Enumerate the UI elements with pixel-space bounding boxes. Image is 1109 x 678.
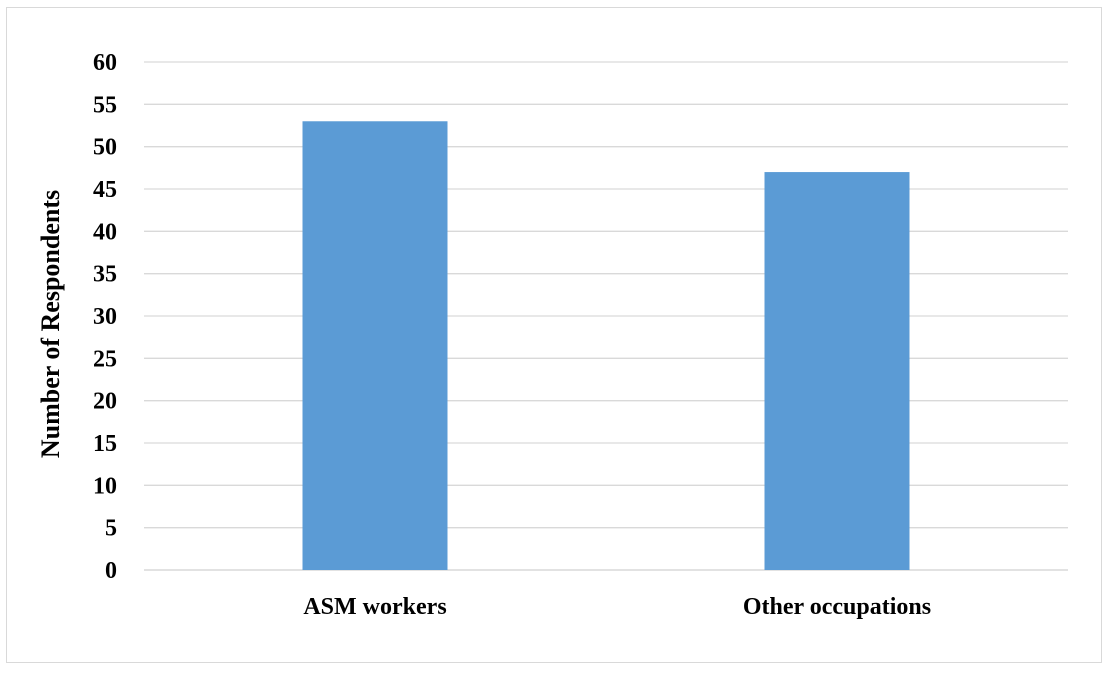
y-axis-title: Number of Respondents	[36, 190, 65, 458]
x-axis-categories: ASM workers Other occupations	[303, 594, 931, 620]
y-tick-label: 40	[93, 219, 117, 245]
y-tick-label: 25	[93, 346, 117, 372]
bar-chart: 0 5 10 15 20 25 30 35 40 45 50 55 60 ASM workers Othe…	[36, 50, 1068, 620]
bar-other-occupations	[764, 172, 910, 571]
chart-frame: 0 5 10 15 20 25 30 35 40 45 50 55 60 ASM workers Othe…	[6, 7, 1102, 663]
y-tick-label: 30	[93, 304, 117, 330]
y-tick-label: 15	[93, 431, 117, 457]
x-category-label: Other occupations	[743, 594, 931, 620]
x-category-label: ASM workers	[303, 594, 446, 620]
y-tick-label: 55	[93, 92, 117, 118]
bars	[302, 121, 910, 571]
y-tick-label: 35	[93, 262, 117, 288]
y-tick-label: 45	[93, 177, 117, 203]
y-tick-label: 50	[93, 135, 117, 161]
y-tick-label: 20	[93, 389, 117, 415]
y-axis-ticks: 0 5 10 15 20 25 30 35 40 45 50 55 60	[93, 50, 117, 584]
y-tick-label: 5	[105, 516, 117, 542]
y-tick-label: 0	[105, 558, 117, 584]
bar-asm-workers	[302, 121, 448, 571]
y-tick-label: 10	[93, 473, 117, 499]
y-tick-label: 60	[93, 50, 117, 76]
gridlines	[144, 61, 1068, 571]
